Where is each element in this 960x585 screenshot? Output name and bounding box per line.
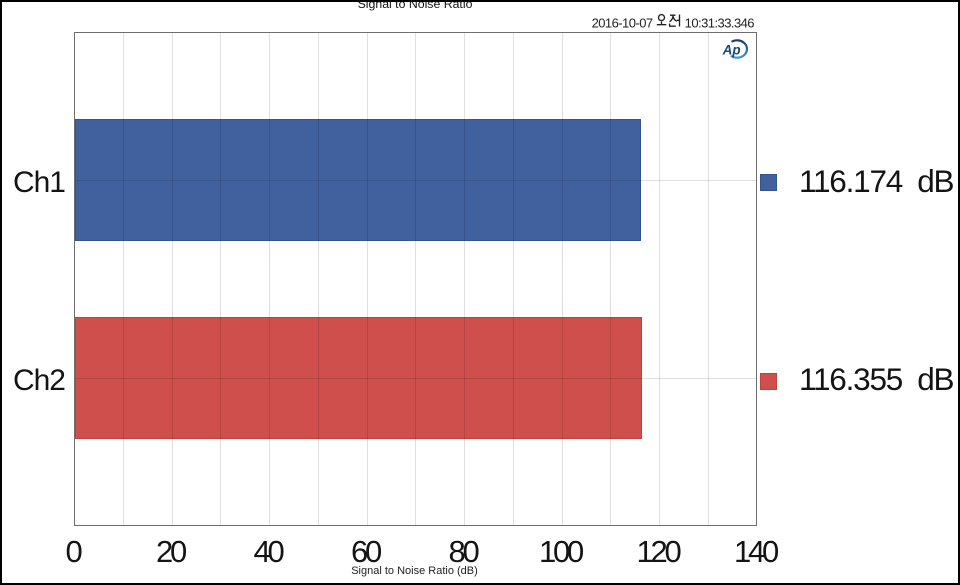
svg-text:Ap: Ap [722, 42, 741, 57]
